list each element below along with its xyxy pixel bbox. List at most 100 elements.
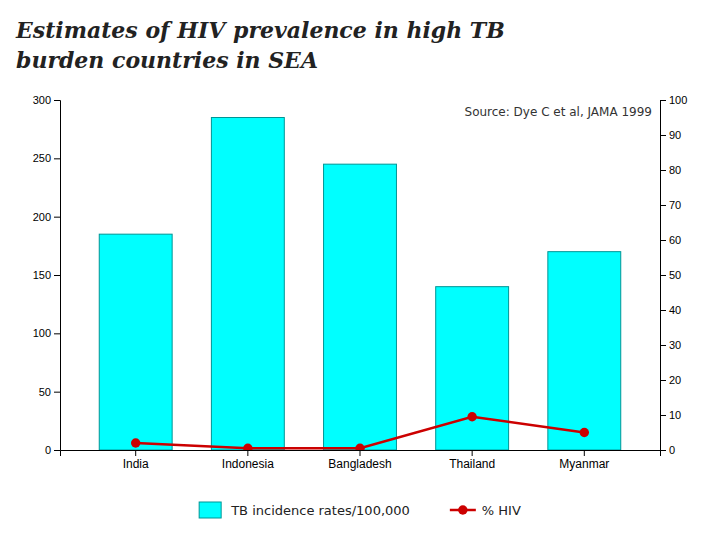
tick: 60	[660, 234, 681, 246]
tick-mark	[54, 450, 60, 451]
tick-label: 0	[669, 444, 675, 456]
tick: 250	[33, 152, 60, 164]
tick-mark	[660, 275, 666, 276]
tick-label: 10	[669, 409, 681, 421]
annotation: Source: Dye C et al, JAMA 1999	[465, 105, 652, 119]
legend-item: TB incidence rates/100,000	[199, 502, 410, 518]
tick: 70	[660, 199, 681, 211]
marks	[99, 118, 620, 451]
axis-line	[54, 101, 61, 451]
bar	[548, 252, 621, 450]
tick: Indonesia	[222, 450, 274, 471]
tick-label: 0	[45, 444, 51, 456]
marker	[467, 412, 476, 421]
tick-mark	[247, 450, 248, 456]
axis-line	[661, 101, 667, 451]
title-line: Estimates of HIV prevalence in high TB	[15, 17, 505, 43]
tick: Myanmar	[559, 450, 609, 471]
tick-label: Bangladesh	[328, 457, 391, 471]
tick-label: 100	[33, 327, 51, 339]
tick: Bangladesh	[328, 450, 391, 471]
marker	[580, 428, 589, 437]
tick: 80	[660, 164, 681, 176]
legend: TB incidence rates/100,000 % HIV	[199, 502, 521, 518]
tick-mark	[660, 135, 666, 136]
marker	[131, 438, 140, 447]
tick-label: 30	[669, 339, 681, 351]
bar	[211, 118, 284, 451]
tick-mark	[360, 450, 361, 456]
tick: 90	[660, 129, 681, 141]
line	[136, 417, 585, 449]
bar	[324, 164, 397, 450]
tick-mark	[54, 333, 60, 334]
tick: 0	[660, 444, 675, 456]
tick-label: 90	[669, 129, 681, 141]
plot: India Indonesia Bangladesh Thailand Myanmar 0…	[33, 94, 688, 471]
legend-marker	[458, 505, 467, 514]
tick-label: 20	[669, 374, 681, 386]
marker	[355, 444, 364, 450]
x-axis: India Indonesia Bangladesh Thailand Myanmar	[61, 450, 661, 471]
tick: 0	[45, 444, 60, 456]
tick-mark	[135, 450, 136, 456]
tick-label: 50	[39, 386, 51, 398]
legend-label: TB incidence rates/100,000	[230, 503, 410, 518]
tick: 100	[33, 327, 60, 339]
marker	[243, 444, 252, 450]
tick-mark	[472, 450, 473, 456]
tick-label: 80	[669, 164, 681, 176]
tick: 150	[33, 269, 60, 281]
bar	[436, 287, 509, 450]
legend-swatch	[199, 502, 221, 518]
tick-mark	[660, 345, 666, 346]
tick-mark	[660, 100, 666, 101]
tick-mark	[54, 275, 60, 276]
tick-mark	[584, 450, 585, 456]
tick: India	[123, 450, 149, 471]
tick-label: 40	[669, 304, 681, 316]
title-line: burden countries in SEA	[16, 47, 318, 73]
tick-label: 60	[669, 234, 681, 246]
tick-mark	[660, 310, 666, 311]
tick: 10	[660, 409, 681, 421]
axis-line	[61, 451, 661, 457]
tick-label: 150	[33, 269, 51, 281]
tick-label: Myanmar	[559, 457, 609, 471]
legend-label: % HIV	[482, 503, 521, 518]
legend-item: % HIV	[450, 503, 521, 518]
tick-label: 300	[33, 94, 51, 106]
tick-mark	[660, 240, 666, 241]
series-bar	[99, 118, 620, 451]
tick-label: Indonesia	[222, 457, 274, 471]
tick-mark	[54, 100, 60, 101]
tick: 50	[39, 386, 60, 398]
bar	[99, 234, 172, 450]
tick-label: India	[123, 457, 149, 471]
tick: 200	[33, 211, 60, 223]
tick-mark	[660, 205, 666, 206]
tick: 40	[660, 304, 681, 316]
tick-label: 100	[669, 94, 687, 106]
tick-mark	[54, 392, 60, 393]
tick-label: 250	[33, 152, 51, 164]
tick: 50	[660, 269, 681, 281]
tick-label: Thailand	[449, 457, 495, 471]
tick-mark	[660, 450, 666, 451]
tick: 30	[660, 339, 681, 351]
tick: 100	[660, 94, 687, 106]
tick-mark	[54, 217, 60, 218]
tick-mark	[660, 170, 666, 171]
series-line	[131, 412, 589, 450]
y-axis: 0 50 100 150 200 250 300	[33, 94, 61, 456]
chart: Estimates of HIV prevalence in high TB bu…	[0, 0, 720, 540]
title: Estimates of HIV prevalence in high TB bu…	[15, 17, 505, 73]
tick-label: 50	[669, 269, 681, 281]
tick: 20	[660, 374, 681, 386]
tick-mark	[660, 415, 666, 416]
tick-label: 200	[33, 211, 51, 223]
tick-mark	[660, 380, 666, 381]
tick: Thailand	[449, 450, 495, 471]
tick-label: 70	[669, 199, 681, 211]
tick: 300	[33, 94, 60, 106]
